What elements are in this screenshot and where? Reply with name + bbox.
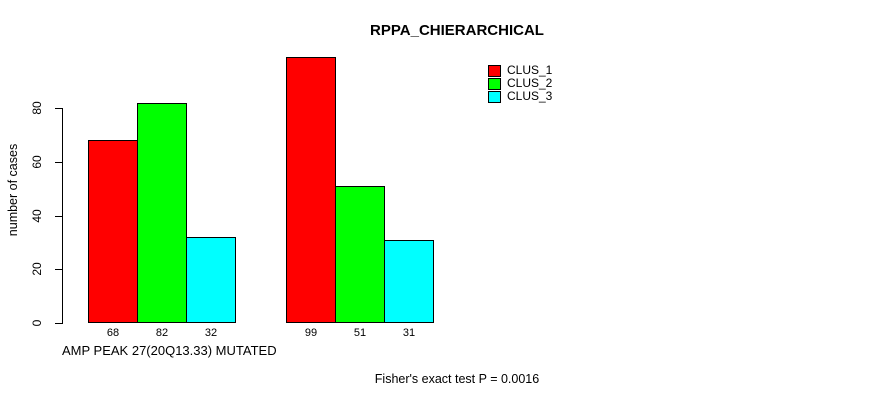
bar-clus_3-group2 [384, 239, 434, 323]
y-axis-tick [55, 323, 62, 324]
y-axis-tick-label: 80 [30, 101, 44, 115]
y-axis-tick [55, 108, 62, 109]
legend-label: CLUS_3 [507, 89, 553, 103]
fisher-test-annotation: Fisher's exact test P = 0.0016 [374, 372, 540, 386]
y-axis-tick-label: 20 [30, 262, 44, 276]
bar-value-label: 99 [304, 327, 318, 339]
bar-clus_1-group1 [88, 140, 138, 323]
legend-label: CLUS_2 [507, 76, 553, 90]
y-axis-tick-label: 40 [30, 208, 44, 223]
y-axis-line [62, 108, 63, 324]
bar-value-label: 31 [402, 327, 416, 339]
y-axis-tick [55, 161, 62, 163]
legend-row-clus_1: CLUS_1 [488, 64, 552, 77]
bar-clus_3-group1 [186, 237, 236, 323]
legend-swatch-icon [488, 77, 501, 90]
bar-value-label: 82 [155, 327, 169, 339]
y-axis-tick [55, 269, 62, 271]
x-axis-label: AMP PEAK 27(20Q13.33) MUTATED [62, 343, 277, 358]
legend-row-clus_3: CLUS_3 [488, 90, 552, 103]
chart-title: RPPA_CHIERARCHICAL [370, 22, 544, 39]
legend-row-clus_2: CLUS_2 [488, 77, 552, 90]
legend-label: CLUS_1 [507, 63, 553, 77]
legend-swatch-icon [488, 90, 501, 103]
bar-value-label: 32 [204, 327, 218, 339]
y-axis-tick-label: 60 [30, 155, 44, 169]
legend-swatch-icon [488, 64, 501, 77]
y-axis-tick [55, 215, 62, 217]
bar-value-label: 51 [353, 327, 367, 339]
bar-clus_2-group1 [137, 102, 187, 323]
bar-value-label: 68 [106, 327, 120, 339]
bar-clus_2-group2 [335, 185, 385, 323]
y-axis-label: number of cases [6, 143, 20, 237]
legend: CLUS_1 CLUS_2 CLUS_3 [488, 64, 552, 103]
bar-clus_1-group2 [286, 56, 336, 323]
y-axis-tick-label: 0 [30, 319, 44, 327]
